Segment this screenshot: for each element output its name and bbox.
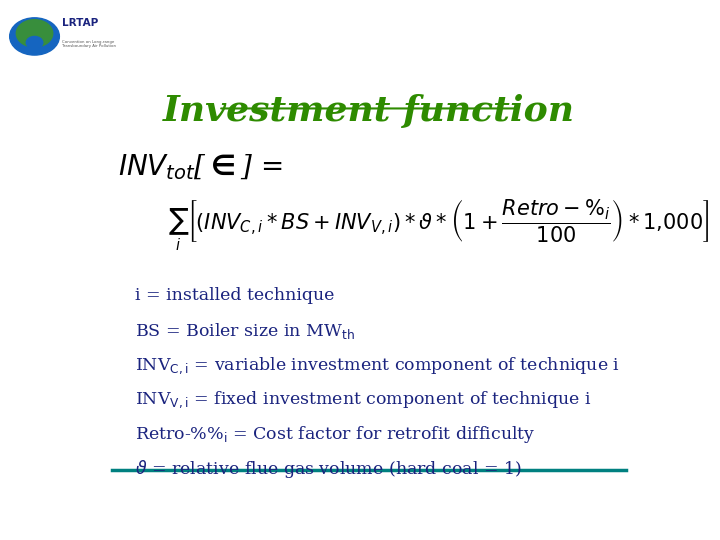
Text: LRTAP: LRTAP <box>62 18 98 28</box>
Text: BS = Boiler size in MW$_{\mathrm{th}}$: BS = Boiler size in MW$_{\mathrm{th}}$ <box>135 321 354 341</box>
Text: Investment function: Investment function <box>163 94 575 128</box>
Text: $\vartheta$ = relative flue gas volume (hard coal = 1): $\vartheta$ = relative flue gas volume (… <box>135 458 521 480</box>
Text: INV$_{\mathrm{V,i}}$ = fixed investment component of technique i: INV$_{\mathrm{V,i}}$ = fixed investment … <box>135 389 591 410</box>
Text: i = installed technique: i = installed technique <box>135 287 334 304</box>
Text: Convention on Long-range
Transboundary Air Pollution: Convention on Long-range Transboundary A… <box>62 39 116 48</box>
Text: $INV_{tot}$[$\mathbf{\in}$] =: $INV_{tot}$[$\mathbf{\in}$] = <box>118 152 282 182</box>
Circle shape <box>17 19 53 47</box>
Circle shape <box>26 36 42 49</box>
Text: $\sum_{i}\left[\left(INV_{C,i} * BS + INV_{V,i}\right) * \vartheta * \left(1 + \: $\sum_{i}\left[\left(INV_{C,i} * BS + IN… <box>168 198 709 253</box>
Circle shape <box>9 18 59 55</box>
Text: INV$_{\mathrm{C,i}}$ = variable investment component of technique i: INV$_{\mathrm{C,i}}$ = variable investme… <box>135 355 620 376</box>
Text: Retro-%%$_{\mathrm{i}}$ = Cost factor for retrofit difficulty: Retro-%%$_{\mathrm{i}}$ = Cost factor fo… <box>135 424 535 444</box>
